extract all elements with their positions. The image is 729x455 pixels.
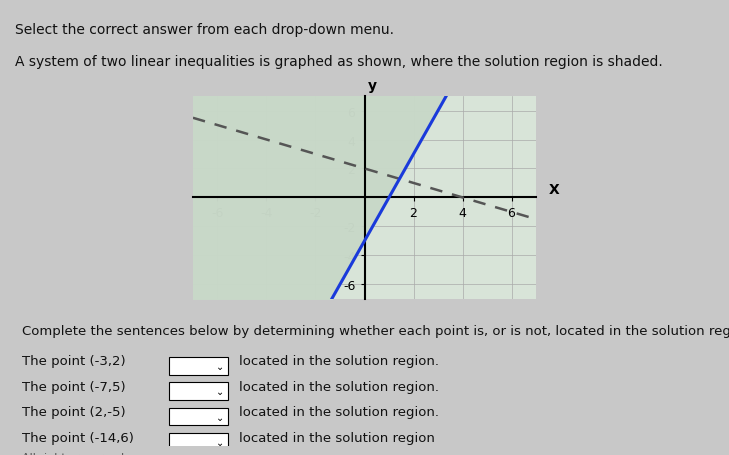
Text: y: y: [368, 79, 377, 93]
Text: The point (2,-5): The point (2,-5): [22, 405, 125, 418]
Text: ⌄: ⌄: [217, 361, 225, 371]
Text: The point (-7,5): The point (-7,5): [22, 380, 125, 393]
Text: ⌄: ⌄: [217, 437, 225, 447]
FancyBboxPatch shape: [168, 408, 228, 425]
Text: located in the solution region.: located in the solution region.: [238, 380, 439, 393]
Text: Select the correct answer from each drop-down menu.: Select the correct answer from each drop…: [15, 23, 394, 37]
Text: X: X: [548, 182, 559, 197]
FancyBboxPatch shape: [168, 357, 228, 375]
Text: located in the solution region.: located in the solution region.: [238, 405, 439, 418]
FancyBboxPatch shape: [168, 382, 228, 400]
Text: A system of two linear inequalities is graphed as shown, where the solution regi: A system of two linear inequalities is g…: [15, 55, 663, 69]
Text: ⌄: ⌄: [217, 412, 225, 422]
Text: ⌄: ⌄: [217, 386, 225, 396]
Text: The point (-14,6): The point (-14,6): [22, 430, 133, 444]
Text: located in the solution region: located in the solution region: [238, 430, 434, 444]
Text: The point (-3,2): The point (-3,2): [22, 354, 125, 367]
Text: located in the solution region.: located in the solution region.: [238, 354, 439, 367]
Text: All rights reserved: All rights reserved: [22, 452, 124, 455]
FancyBboxPatch shape: [168, 433, 228, 451]
Text: Complete the sentences below by determining whether each point is, or is not, lo: Complete the sentences below by determin…: [22, 324, 729, 337]
